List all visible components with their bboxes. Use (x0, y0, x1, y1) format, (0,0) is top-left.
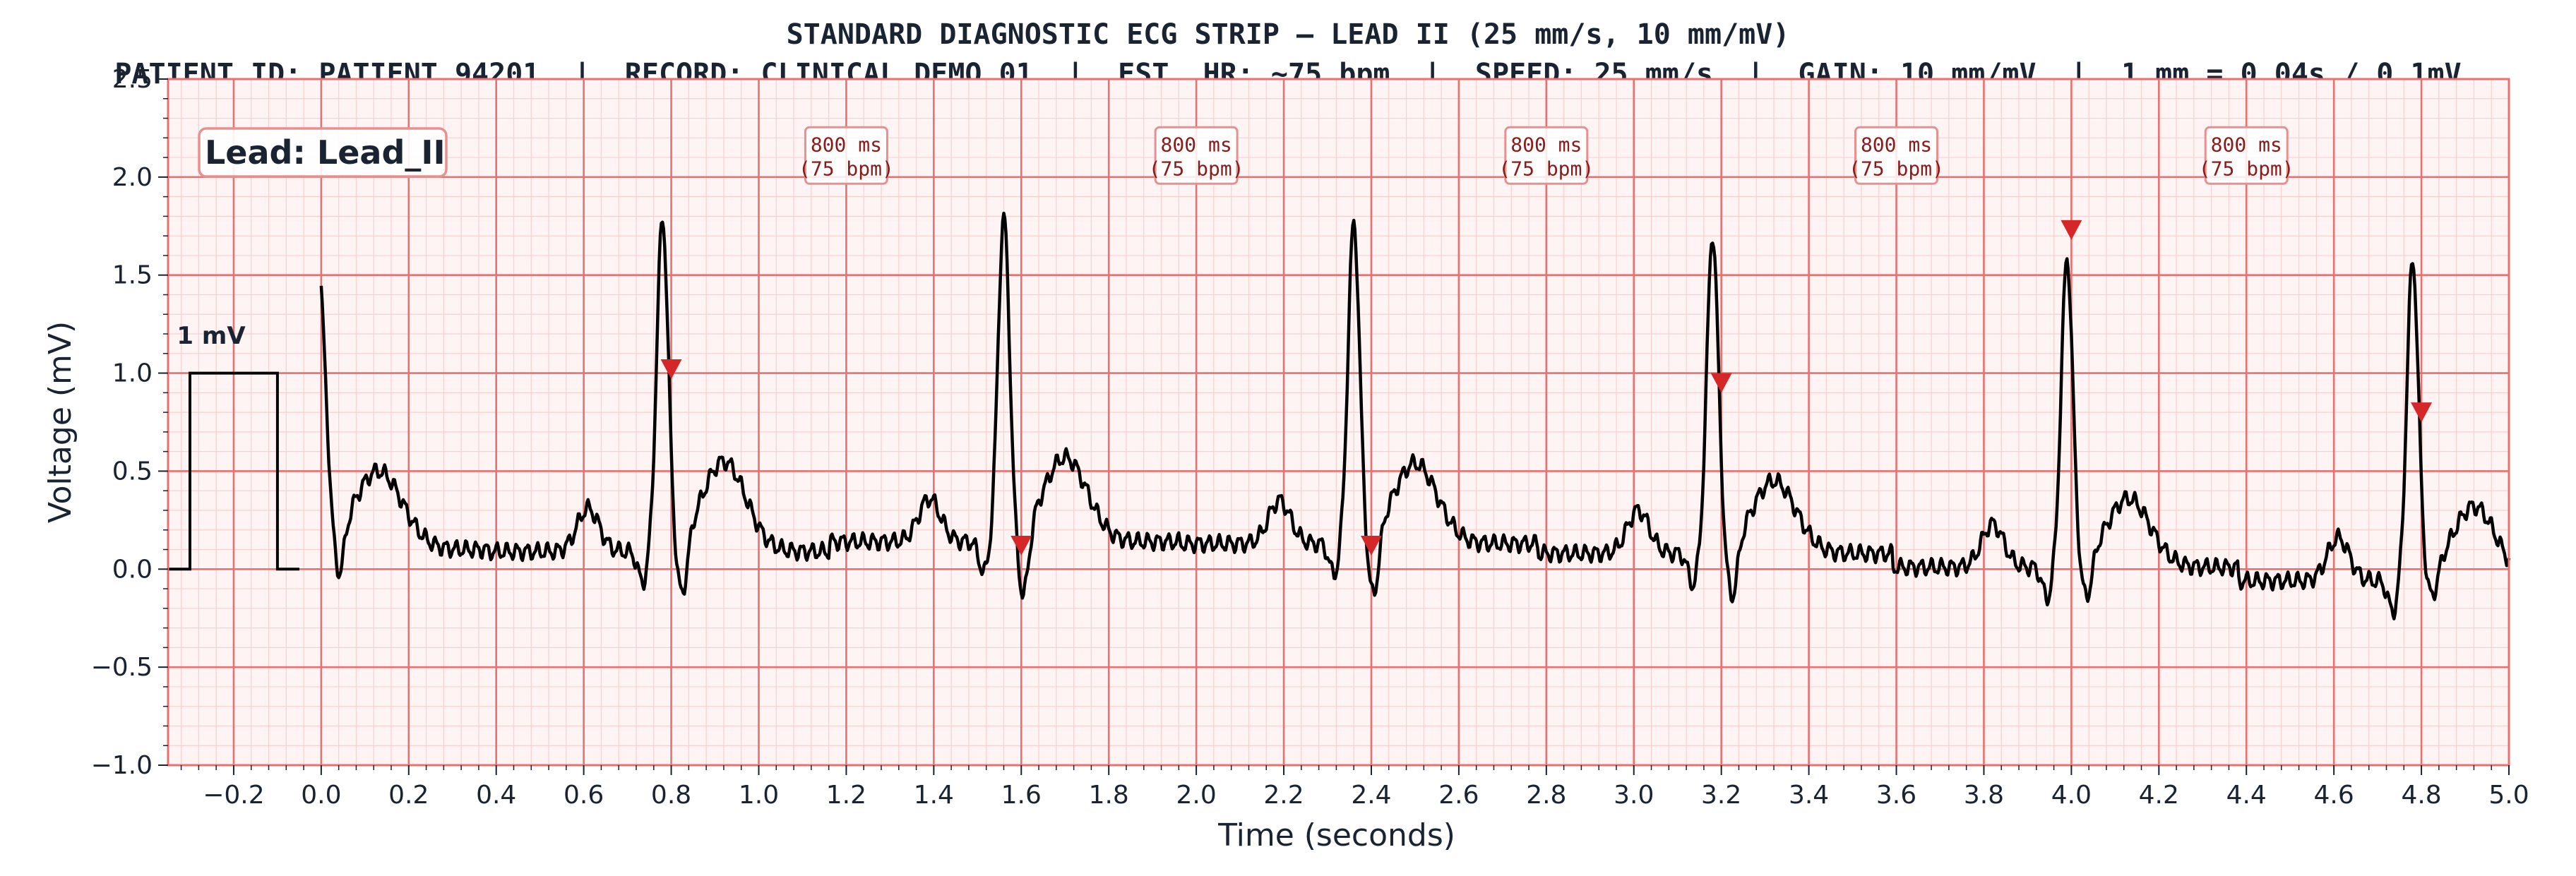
r-peak-markers (660, 220, 2433, 556)
x-tick-label: 5.0 (2488, 781, 2529, 810)
rr-annotation-frame (804, 126, 888, 185)
x-tick-label: 2.4 (1351, 781, 1391, 810)
y-tick-label: −0.5 (91, 653, 153, 682)
lead-label-frame (198, 127, 448, 178)
y-tick-label: 1.0 (112, 359, 153, 388)
x-axis-label: Time (seconds) (1217, 817, 1455, 853)
lead-label: Lead: Lead_II (205, 133, 446, 172)
rr-annotation: 800 ms(75 bpm) (2199, 126, 2294, 185)
rr-rate-text: (75 bpm) (1149, 157, 1244, 180)
y-tick-label: 2.0 (112, 163, 153, 192)
x-tick-label: 0.2 (388, 781, 429, 810)
r-peak-marker (660, 359, 682, 380)
x-tick-label: 1.8 (1089, 781, 1129, 810)
x-tick-label: 0.0 (301, 781, 341, 810)
plot-frame (167, 78, 2510, 767)
calibration-label: 1 mV (177, 322, 246, 350)
rr-interval-text: 800 ms (1510, 133, 1582, 156)
plot-background (168, 79, 2509, 765)
y-tick-label: −1.0 (91, 751, 153, 780)
x-tick-label: 2.0 (1176, 781, 1216, 810)
x-tick-label: 4.8 (2401, 781, 2441, 810)
x-tick-label: 4.6 (2314, 781, 2354, 810)
rr-interval-text: 800 ms (1161, 133, 1232, 156)
rr-interval-text: 800 ms (811, 133, 882, 156)
r-peak-marker (1360, 535, 1382, 556)
y-tick-label: 0.0 (112, 555, 153, 584)
rr-annotation-frame (1154, 126, 1239, 185)
x-tick-label: 4.2 (2139, 781, 2179, 810)
rr-rate-text: (75 bpm) (1849, 157, 1944, 180)
rr-annotation: 800 ms(75 bpm) (1149, 126, 1244, 185)
x-tick-label: 3.8 (1964, 781, 2004, 810)
rr-annotation: 800 ms(75 bpm) (1498, 126, 1594, 185)
ecg-trace (319, 211, 2511, 620)
x-tick-label: 0.4 (476, 781, 516, 810)
x-tick-label: 0.6 (564, 781, 604, 810)
x-tick-label: 0.8 (651, 781, 691, 810)
rr-annotation-frame (1854, 126, 1939, 185)
r-peak-marker (1010, 535, 1032, 556)
calibration-pulse (168, 371, 299, 571)
y-tick-label: 2.5 (112, 65, 153, 94)
rr-rate-text: (75 bpm) (1498, 157, 1594, 180)
y-axis-label: Voltage (mV) (42, 321, 78, 523)
y-axis: −1.0 −0.5 0.0 0.5 1.0 1.5 2.0 2.5 (91, 65, 168, 780)
x-tick-label: 2.8 (1526, 781, 1566, 810)
x-tick-label: 4.4 (2226, 781, 2267, 810)
rr-interval-text: 800 ms (2211, 133, 2282, 156)
y-tick-label: 1.5 (112, 261, 153, 290)
x-tick-label: 1.6 (1001, 781, 1042, 810)
calibration-pulse-group: 1 mV (168, 322, 299, 571)
r-peak-marker (1710, 373, 1732, 393)
x-tick-label: 3.6 (1876, 781, 1916, 810)
r-peak-marker (2061, 220, 2082, 240)
rr-annotations: 800 ms(75 bpm)800 ms(75 bpm)800 ms(75 bp… (799, 126, 2294, 185)
x-tick-label: 1.2 (826, 781, 866, 810)
rr-rate-text: (75 bpm) (799, 157, 894, 180)
rr-annotation: 800 ms(75 bpm) (799, 126, 894, 185)
x-tick-label: 3.2 (1701, 781, 1741, 810)
chart-title: STANDARD DIAGNOSTIC ECG STRIP — LEAD II … (787, 18, 1790, 51)
rr-annotation: 800 ms(75 bpm) (1849, 126, 1944, 185)
x-tick-label: 1.0 (739, 781, 779, 810)
r-peak-marker (2411, 402, 2433, 423)
x-tick-label: 2.2 (1263, 781, 1304, 810)
major-grid (168, 78, 2510, 767)
x-axis: −0.2 0.0 0.2 0.4 0.6 0.8 1.0 1.2 1.4 1.6 1.8 2.0 2.2… (180, 765, 2529, 810)
rr-annotation-frame (1504, 126, 1589, 185)
x-tick-label: −0.2 (203, 781, 264, 810)
x-tick-label: 1.4 (914, 781, 954, 810)
y-tick-label: 0.5 (112, 457, 153, 486)
lead-label-box: Lead: Lead_II (198, 127, 448, 178)
rr-annotation-frame (2204, 126, 2289, 185)
rr-interval-text: 800 ms (1861, 133, 1932, 156)
x-tick-label: 3.0 (1614, 781, 1654, 810)
x-tick-label: 3.4 (1789, 781, 1829, 810)
x-tick-label: 4.0 (2051, 781, 2092, 810)
rr-rate-text: (75 bpm) (2199, 157, 2294, 180)
x-tick-label: 2.6 (1438, 781, 1479, 810)
